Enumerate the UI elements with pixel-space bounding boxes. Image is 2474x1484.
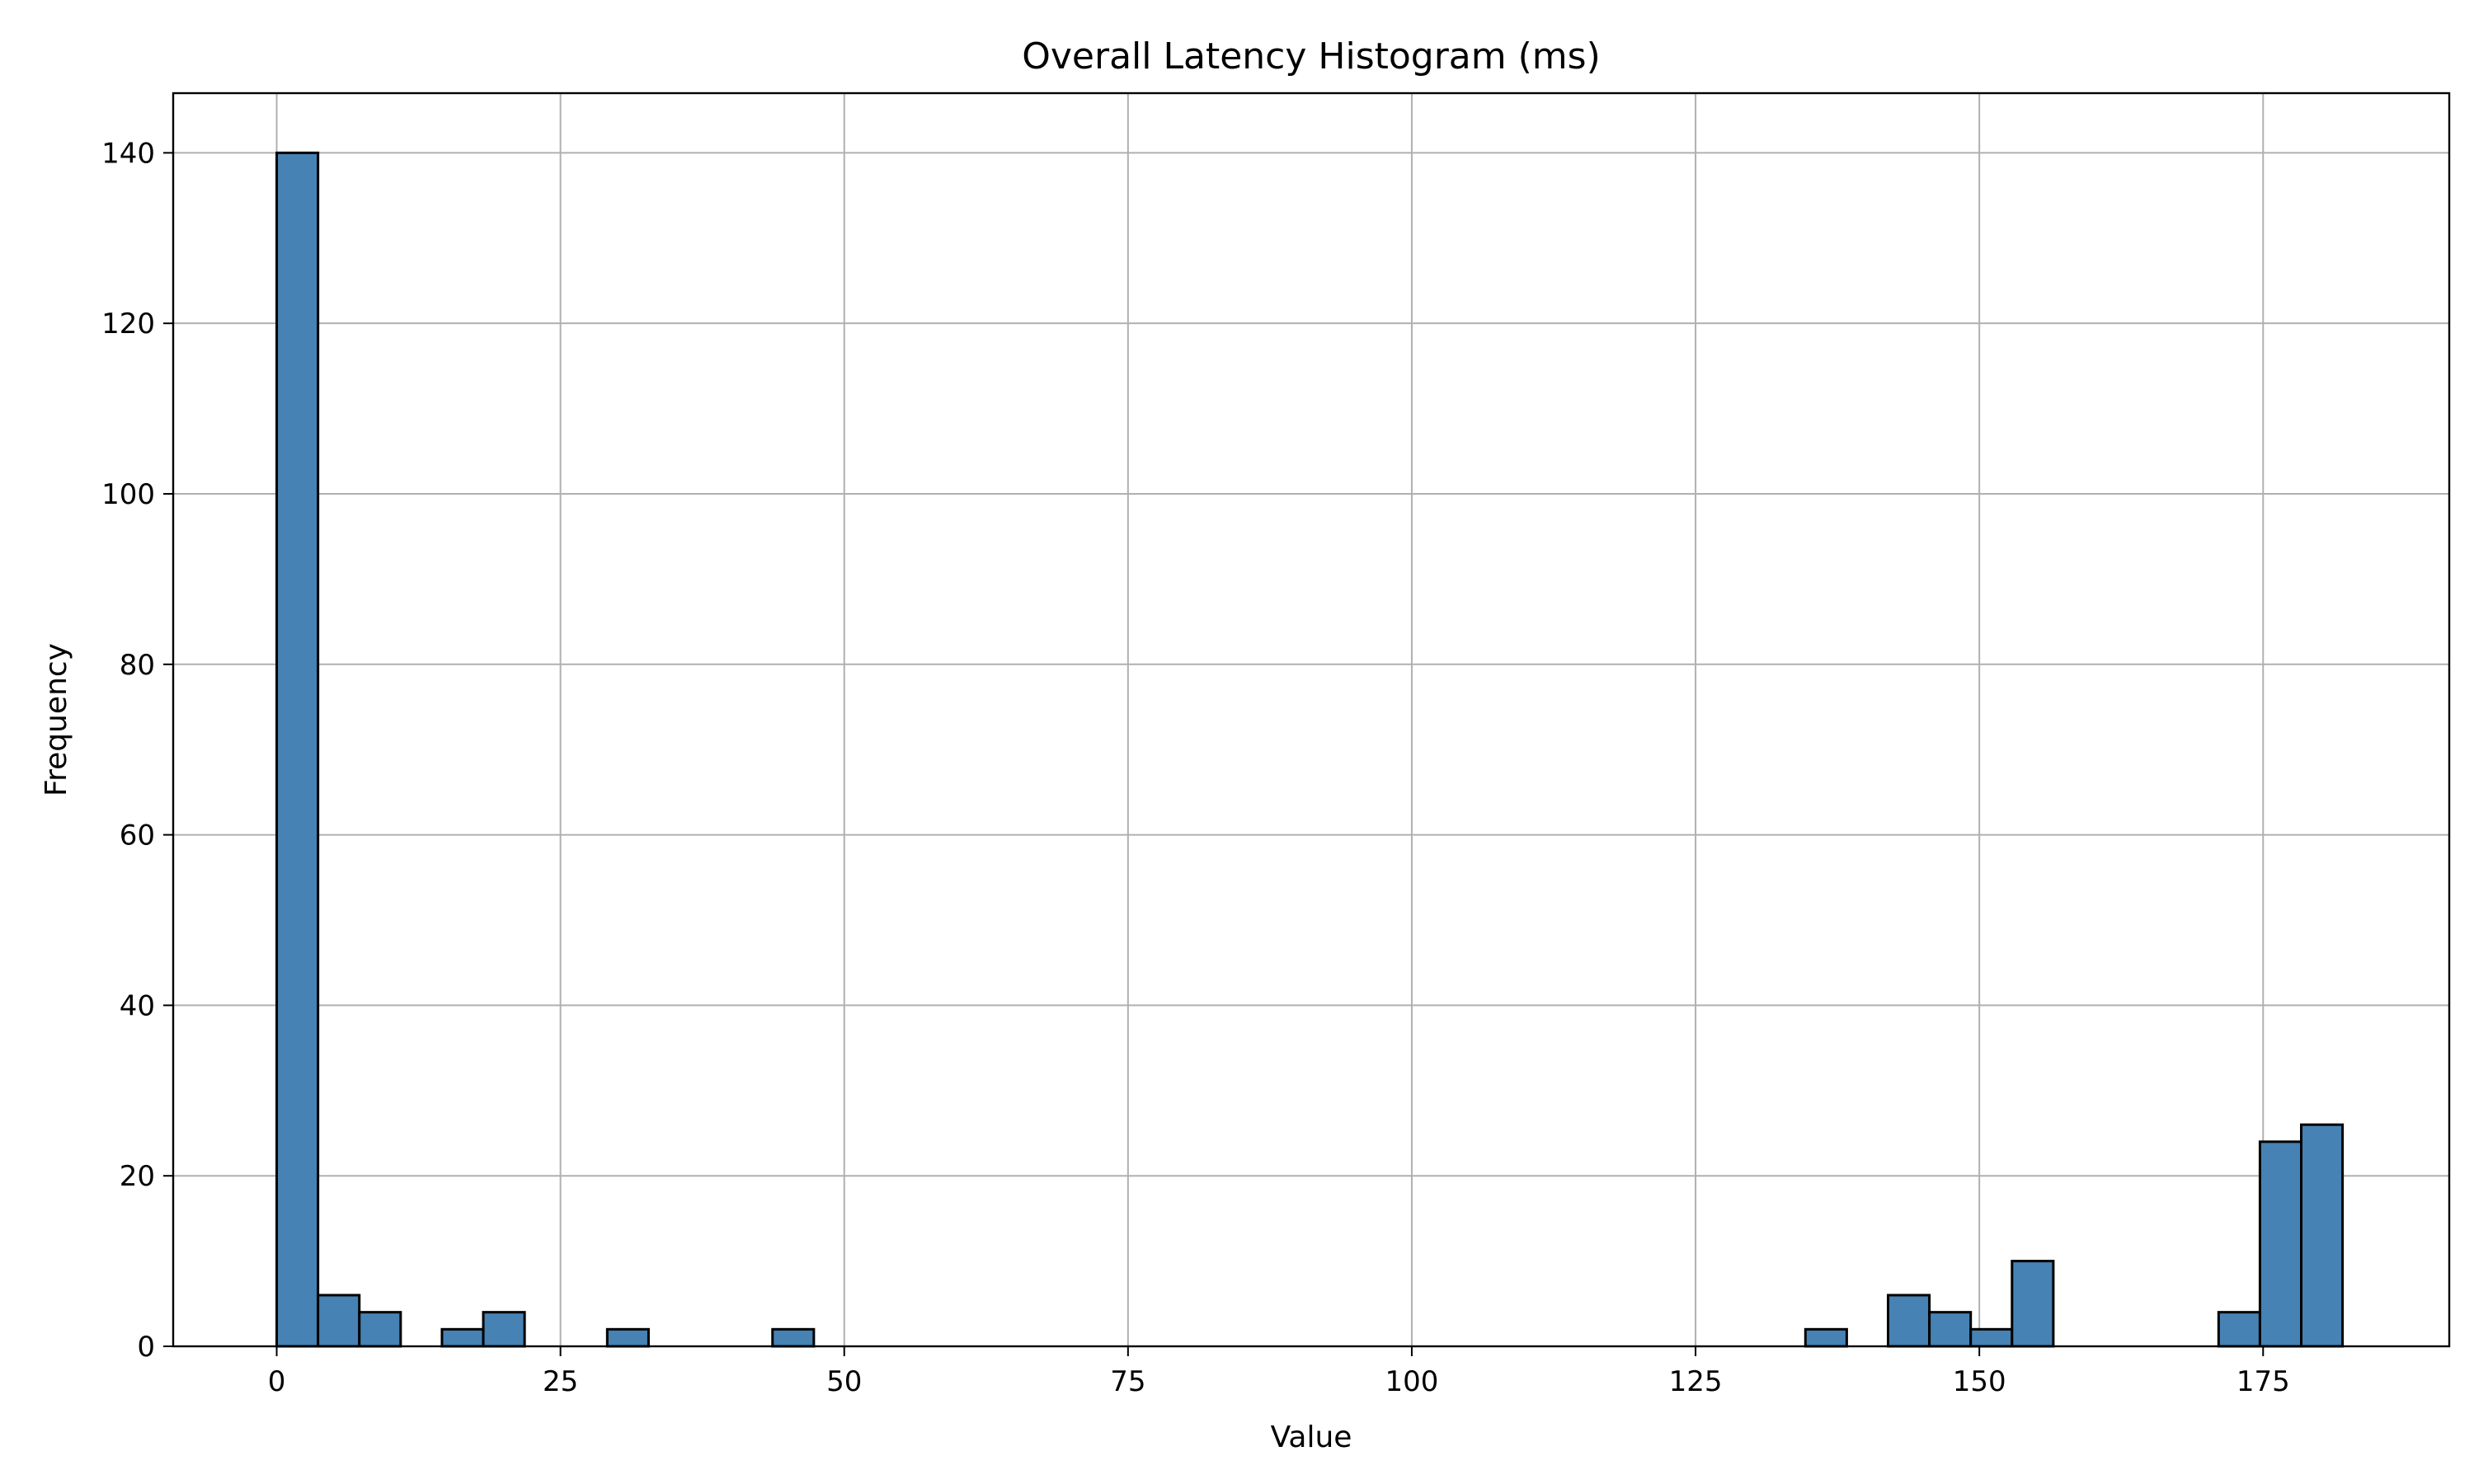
histogram-bar (2300, 1123, 2345, 1348)
y-tick-label: 20 (120, 1160, 155, 1193)
histogram-bar (2258, 1140, 2303, 1348)
grid (173, 93, 2449, 1347)
histogram-bar (358, 1311, 402, 1348)
histogram-bars (275, 151, 2345, 1348)
y-axis-label: Frequency (40, 643, 73, 796)
histogram-bar (275, 151, 320, 1348)
y-tick-label: 0 (137, 1331, 155, 1364)
chart-title: Overall Latency Histogram (ms) (1022, 35, 1601, 77)
x-tick-label: 150 (1953, 1365, 2006, 1398)
y-tick-label: 60 (120, 819, 155, 852)
y-tick-label: 140 (101, 137, 155, 170)
y-tick-label: 40 (120, 989, 155, 1022)
y-tick-label: 120 (101, 308, 155, 340)
x-axis-label: Value (1271, 1421, 1352, 1454)
y-tick-label: 100 (101, 478, 155, 511)
x-tick-label: 100 (1385, 1365, 1438, 1398)
axis-ticks: 0 25 50 75 100 125 150 175 0 20 40 60 80 100 120 140 (101, 137, 2290, 1398)
histogram-bar (1969, 1327, 2014, 1348)
histogram-bar (605, 1327, 650, 1348)
x-tick-label: 0 (268, 1365, 286, 1398)
histogram-bar (317, 1294, 361, 1348)
x-tick-label: 125 (1669, 1365, 1723, 1398)
histogram-bar (1804, 1327, 1848, 1348)
histogram-bar (2011, 1260, 2055, 1348)
plot-frame (172, 92, 2451, 1348)
y-tick-label: 80 (120, 649, 155, 682)
histogram-bar (771, 1327, 816, 1348)
histogram-bar (1886, 1294, 1931, 1348)
histogram-bar (482, 1311, 526, 1348)
histogram-bar (1928, 1311, 1973, 1348)
x-tick-label: 50 (826, 1365, 862, 1398)
x-tick-label: 75 (1110, 1365, 1145, 1398)
x-tick-label: 175 (2236, 1365, 2290, 1398)
histogram-bar (2217, 1311, 2261, 1348)
histogram-bar (440, 1327, 485, 1348)
x-tick-label: 25 (543, 1365, 578, 1398)
